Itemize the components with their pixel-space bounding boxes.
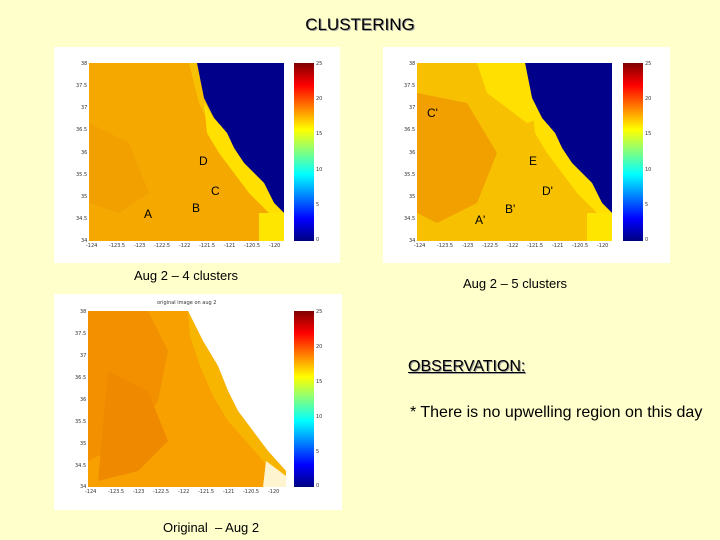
x-tick: -121 [224,243,236,249]
slide-title: CLUSTERING [305,15,415,34]
x-tick: -122.5 [154,243,171,249]
observation-text: * There is no upwelling region on this d… [410,404,703,421]
y-tick: 38 [409,61,416,67]
y-tick: 37.5 [76,83,88,89]
cluster-4-panel: 25 20 15 10 5 0 38 37.5 37 36.5 36 35.5 … [54,47,340,263]
cluster-5-caption: Aug 2 – 5 clusters [463,276,568,291]
y-tick: 36.5 [404,127,416,133]
colorbar-tick: 25 [316,61,323,67]
cluster-4-map [89,63,284,241]
x-tick: -123.5 [437,243,454,249]
x-tick: -123 [133,489,145,495]
y-tick: 36.5 [75,375,87,381]
x-tick: -123.5 [108,489,125,495]
x-tick: -121 [552,243,564,249]
colorbar-tick: 0 [316,237,320,243]
x-tick: -124 [414,243,426,249]
y-tick: 34 [81,238,88,244]
y-tick: 37.5 [404,83,416,89]
region-label-b: B [192,201,201,215]
x-tick: -121 [223,489,235,495]
y-tick: 34.5 [76,216,88,222]
y-tick: 34.5 [404,216,416,222]
colorbar-tick: 25 [645,61,652,67]
colorbar-tick: 20 [316,344,323,350]
x-tick: -122 [179,243,191,249]
x-tick: -120 [269,243,281,249]
x-tick: -122.5 [482,243,499,249]
region-label-a: A [144,207,153,221]
cluster-5-map [417,63,612,241]
cluster-5-panel: 25 20 15 10 5 0 38 37.5 37 36.5 36 35.5 … [383,47,670,263]
y-tick: 35.5 [404,172,416,178]
colorbar-tick: 10 [645,167,652,173]
x-tick: -123 [462,243,474,249]
region-label-c: C [211,184,220,198]
cluster-4-caption: Aug 2 – 4 clusters [134,268,239,283]
colorbar-tick: 0 [316,483,320,489]
y-tick: 35 [80,441,87,447]
y-tick: 38 [80,309,87,315]
cluster-4-colorbar [294,63,314,241]
colorbar-tick: 15 [645,131,652,137]
y-tick: 34.5 [75,463,87,469]
observation-heading: OBSERVATION: [408,358,526,375]
y-tick: 37.5 [75,331,87,337]
original-plot-title: original image on aug 2 [157,300,217,306]
y-tick: 38 [81,61,88,67]
y-tick: 36 [409,150,416,156]
y-tick: 36 [81,150,88,156]
x-tick: -123.5 [109,243,126,249]
original-panel: original image on aug 2 25 20 15 10 5 0 … [54,294,342,510]
x-tick: -124 [86,243,98,249]
x-tick: -124 [85,489,97,495]
x-tick: -122 [507,243,519,249]
colorbar-tick: 5 [316,202,320,208]
x-tick: -121.5 [198,489,215,495]
region-label-d-prime: D' [542,184,553,198]
region-label-b-prime: B' [505,202,516,216]
original-colorbar [294,311,314,487]
colorbar-tick: 15 [316,131,323,137]
y-tick: 37 [80,353,87,359]
x-tick: -122 [178,489,190,495]
colorbar-tick: 5 [316,449,320,455]
y-tick: 36 [80,397,87,403]
y-tick: 37 [409,105,416,111]
x-tick: -120 [268,489,280,495]
original-caption: Original – Aug 2 [163,520,260,535]
x-tick: -122.5 [153,489,170,495]
colorbar-tick: 20 [645,96,652,102]
x-tick: -121.5 [527,243,544,249]
colorbar-tick: 5 [645,202,649,208]
y-tick: 35 [409,194,416,200]
y-tick: 34 [409,238,416,244]
x-tick: -120.5 [243,489,260,495]
y-tick: 35 [81,194,88,200]
x-tick: -120 [597,243,609,249]
x-tick: -121.5 [199,243,216,249]
colorbar-tick: 10 [316,167,323,173]
colorbar-tick: 0 [645,237,649,243]
cluster-5-colorbar [623,63,643,241]
x-tick: -123 [134,243,146,249]
region-label-e: E [529,154,538,168]
y-tick: 36.5 [76,127,88,133]
region-label-a-prime: A' [475,213,486,227]
y-tick: 37 [81,105,88,111]
region-label-d: D [199,154,208,168]
y-tick: 35.5 [75,419,87,425]
colorbar-tick: 25 [316,309,323,315]
original-map [88,311,286,487]
colorbar-tick: 15 [316,379,323,385]
x-tick: -120.5 [572,243,589,249]
colorbar-tick: 10 [316,414,323,420]
x-tick: -120.5 [244,243,261,249]
y-tick: 35.5 [76,172,88,178]
colorbar-tick: 20 [316,96,323,102]
y-tick: 34 [80,484,87,490]
region-label-c-prime: C' [427,106,438,120]
